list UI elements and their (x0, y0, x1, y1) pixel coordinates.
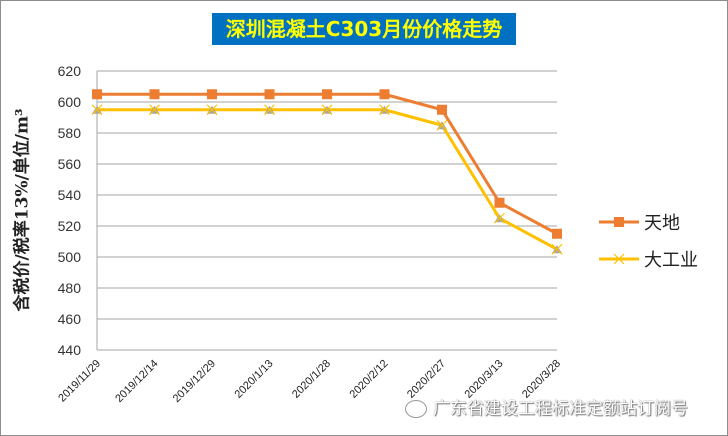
y-tick-label: 440 (58, 342, 82, 358)
y-tick-label: 600 (58, 94, 82, 110)
watermark: 广东省建设工程标准定额站订阅号 (405, 394, 688, 419)
y-tick-label: 580 (58, 125, 82, 141)
y-tick-label: 460 (58, 311, 82, 327)
legend-label: 天地 (644, 213, 680, 234)
x-tick-label: 2020/2/12 (348, 358, 391, 401)
legend-marker-x (613, 253, 625, 265)
watermark-text: 广东省建设工程标准定额站订阅号 (433, 399, 688, 419)
data-point-x (494, 212, 505, 224)
y-tick-label: 540 (58, 187, 82, 203)
data-point-x (91, 104, 103, 116)
y-tick-label: 500 (58, 249, 82, 265)
y-tick-label: 620 (58, 63, 82, 79)
y-tick-label: 480 (58, 280, 82, 296)
data-point-x (149, 104, 160, 116)
data-point-x (206, 104, 218, 116)
y-tick-label: 560 (58, 156, 82, 172)
data-point-square (494, 197, 505, 208)
data-point-x (321, 104, 333, 116)
data-point-x (436, 119, 448, 131)
data-point-square (92, 89, 102, 100)
data-point-x (264, 104, 275, 116)
data-point-square (264, 89, 275, 100)
series-line (97, 108, 558, 251)
legend-label: 大工业 (644, 250, 698, 271)
x-tick-label: 2019/12/29 (171, 358, 218, 405)
y-tick-label: 520 (58, 218, 82, 234)
x-tick-label: 2019/11/29 (56, 358, 103, 405)
x-tick-label: 2020/1/13 (233, 358, 276, 401)
data-point-x (379, 104, 390, 116)
chart-title: 深圳混凝土C303月份价格走势 (212, 13, 516, 45)
data-point-square (552, 228, 562, 239)
data-point-square (379, 89, 390, 100)
data-point-square (149, 89, 160, 100)
data-point-square (437, 104, 447, 115)
data-point-x (551, 243, 563, 255)
wechat-icon (405, 400, 427, 418)
x-tick-label: 2020/1/28 (290, 358, 333, 401)
data-point-square (322, 89, 332, 100)
x-tick-label: 2019/12/14 (113, 358, 160, 405)
legend-marker-square (614, 217, 624, 227)
data-point-square (207, 89, 217, 100)
